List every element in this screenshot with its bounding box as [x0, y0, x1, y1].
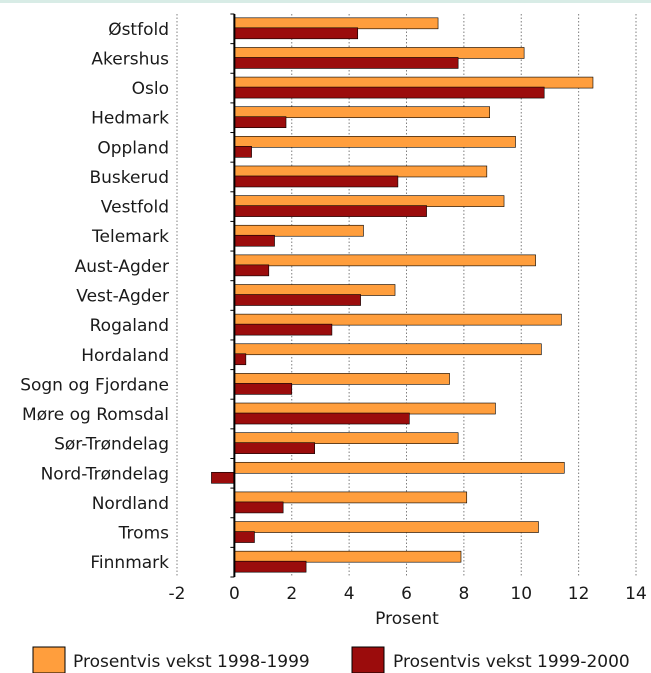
- bar-1999-2000: [234, 442, 315, 454]
- category-label: Østfold: [108, 20, 169, 40]
- bar-1999-2000: [234, 27, 359, 40]
- bar-1999-2000: [234, 234, 275, 247]
- bar-1998-1999: [234, 17, 439, 30]
- bar-1999-2000: [234, 560, 307, 573]
- bar-1999-2000: [234, 353, 247, 366]
- bar-1998-1999: [234, 313, 562, 326]
- category-labels: Østfold Akershus Oslo Hedmark Oppland Buskeru…: [20, 20, 169, 573]
- bar-1998-1999: [234, 491, 468, 504]
- x-tick-label: 12: [568, 584, 590, 604]
- legend-swatch-1999-2000: [351, 646, 385, 673]
- x-tick-label: -2: [169, 584, 186, 604]
- bar-1999-2000: [234, 86, 545, 99]
- category-label: Vestfold: [101, 198, 169, 218]
- category-label: Oslo: [132, 79, 169, 99]
- bar-1998-1999: [234, 284, 396, 296]
- category-label: Nord-Trøndelag: [41, 464, 169, 484]
- category-label: Oppland: [97, 138, 169, 158]
- bar-1999-2000: [234, 323, 333, 336]
- category-label: Troms: [118, 524, 169, 544]
- bar-1999-2000: [234, 146, 252, 158]
- category-label: Rogaland: [90, 316, 169, 336]
- category-label: Akershus: [91, 49, 169, 69]
- category-label: Vest-Agder: [76, 287, 169, 307]
- bar-1999-2000: [234, 205, 427, 217]
- bar-1998-1999: [234, 373, 450, 385]
- bar-1998-1999: [234, 76, 594, 89]
- bar-1999-2000: [234, 531, 255, 543]
- x-tick-label: 10: [510, 584, 532, 604]
- x-tick-label: 14: [625, 584, 647, 604]
- bar-1998-1999: [234, 165, 488, 178]
- bar-1998-1999: [234, 402, 496, 415]
- bar-1998-1999: [234, 47, 525, 59]
- category-label: Aust-Agder: [75, 257, 169, 277]
- x-tick-label: 4: [344, 584, 355, 604]
- bar-1998-1999: [234, 521, 539, 533]
- bar-1998-1999: [234, 106, 490, 119]
- bar-1998-1999: [234, 550, 462, 563]
- x-tick-label: 2: [286, 584, 297, 604]
- legend-swatch-1998-1999: [32, 646, 66, 673]
- category-label: Hordaland: [81, 346, 169, 366]
- top-accent-line: [0, 0, 651, 3]
- x-tick-labels: -2 0 2 4 6 8 10 12 14: [169, 584, 647, 604]
- bar-1998-1999: [234, 195, 505, 207]
- bar-1998-1999: [234, 136, 516, 148]
- bar-1999-2000: [234, 294, 361, 306]
- legend-label-1998-1999: Prosentvis vekst 1998-1999: [73, 652, 310, 672]
- category-label: Finnmark: [90, 553, 169, 573]
- bar-1999-2000: [234, 116, 287, 129]
- category-label: Møre og Romsdal: [22, 405, 169, 425]
- bar-1999-2000: [234, 383, 293, 395]
- bar-1998-1999: [234, 432, 459, 444]
- category-label: Sør-Trøndelag: [54, 435, 169, 455]
- bar-1999-2000: [234, 175, 399, 188]
- category-label: Telemark: [91, 227, 169, 247]
- x-tick-label: 8: [458, 584, 469, 604]
- bar-1999-2000: [211, 471, 235, 484]
- x-tick-label: 0: [229, 584, 240, 604]
- bar-1998-1999: [234, 254, 536, 267]
- bar-1998-1999: [234, 461, 565, 474]
- bar-1998-1999: [234, 224, 364, 237]
- legend-label-1999-2000: Prosentvis vekst 1999-2000: [393, 652, 630, 672]
- x-axis-title: Prosent: [375, 609, 439, 629]
- bar-1999-2000: [234, 264, 270, 277]
- category-label: Hedmark: [91, 109, 169, 129]
- legend: Prosentvis vekst 1998-1999 Prosentvis ve…: [32, 646, 630, 673]
- category-label: Nordland: [92, 494, 169, 514]
- x-tick-label: 6: [401, 584, 412, 604]
- bar-1999-2000: [234, 412, 410, 425]
- bar-1999-2000: [234, 57, 459, 69]
- category-label: Sogn og Fjordane: [20, 375, 169, 395]
- bar-1998-1999: [234, 343, 542, 356]
- bar-1999-2000: [234, 501, 284, 514]
- category-label: Buskerud: [89, 168, 169, 188]
- bars: [211, 17, 594, 573]
